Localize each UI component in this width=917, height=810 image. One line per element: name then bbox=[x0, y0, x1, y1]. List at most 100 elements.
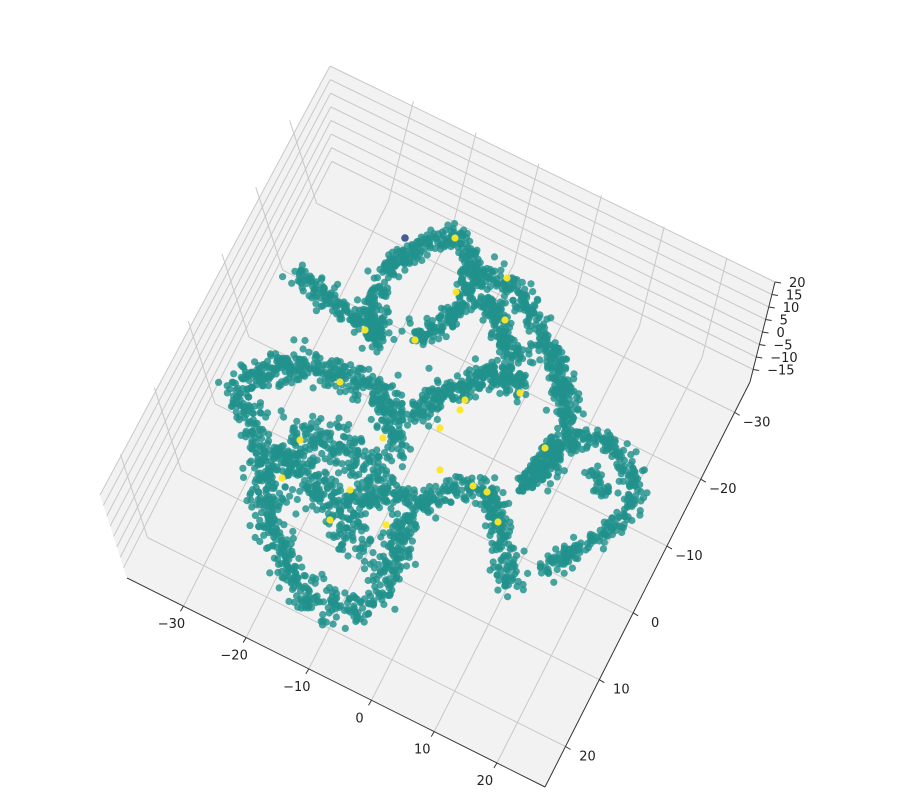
scatter-point bbox=[256, 409, 264, 417]
scatter-point bbox=[352, 545, 360, 553]
z-tick-label: −15 bbox=[767, 364, 794, 379]
scatter-point bbox=[636, 507, 644, 515]
scatter-point bbox=[570, 533, 578, 541]
z-tick-label: 5 bbox=[780, 314, 788, 329]
scatter-point bbox=[589, 487, 598, 495]
scatter-point bbox=[487, 303, 495, 311]
scatter-point bbox=[292, 510, 300, 518]
scatter-point bbox=[481, 522, 490, 530]
scatter-point bbox=[334, 280, 342, 288]
scatter-point bbox=[304, 484, 312, 492]
scatter-point bbox=[288, 585, 297, 594]
scatter-point bbox=[623, 440, 631, 448]
scatter-point bbox=[395, 539, 403, 547]
scatter-point bbox=[484, 293, 492, 301]
scatter-point bbox=[302, 601, 310, 609]
scatter-point bbox=[471, 355, 479, 363]
scatter-point bbox=[280, 413, 288, 421]
scatter-point bbox=[549, 386, 557, 394]
scatter-point bbox=[299, 287, 307, 295]
scatter-point bbox=[335, 414, 343, 422]
scatter-point bbox=[275, 584, 283, 592]
scatter-point bbox=[345, 434, 353, 442]
scatter-point bbox=[477, 293, 485, 301]
y-tick-label: 10 bbox=[613, 683, 630, 698]
scatter-point bbox=[315, 369, 323, 377]
scatter-point bbox=[472, 372, 480, 380]
scatter-point bbox=[242, 390, 250, 398]
scatter-point bbox=[228, 378, 236, 386]
scatter-point bbox=[361, 494, 369, 502]
scatter-point bbox=[307, 365, 315, 373]
scatter-point bbox=[357, 364, 365, 372]
scatter-point bbox=[482, 500, 490, 508]
scatter-point bbox=[458, 276, 466, 284]
scatter-point bbox=[367, 501, 375, 509]
scatter-point bbox=[620, 505, 629, 513]
scatter-point bbox=[502, 579, 510, 587]
scatter-point bbox=[380, 278, 389, 286]
scatter-point bbox=[264, 440, 272, 448]
scatter-point bbox=[551, 443, 559, 451]
back-wall-grid-line-z bbox=[331, 160, 754, 370]
scatter-point bbox=[505, 499, 513, 507]
scatter-point bbox=[560, 384, 568, 392]
scatter-point bbox=[453, 491, 461, 500]
floor-grid-line-x bbox=[182, 200, 389, 607]
scatter-point bbox=[279, 273, 287, 281]
scatter-point bbox=[502, 565, 510, 574]
scatter-point bbox=[362, 381, 370, 389]
y-tick-label: −10 bbox=[675, 549, 702, 564]
scatter-point bbox=[498, 285, 507, 293]
scatter-point bbox=[583, 444, 591, 452]
scatter-point bbox=[502, 515, 510, 523]
scatter-point bbox=[321, 476, 329, 484]
scatter-point bbox=[531, 466, 540, 474]
scatter-point-highlight bbox=[346, 486, 354, 494]
scatter-point bbox=[404, 485, 412, 493]
scatter-point bbox=[392, 400, 400, 408]
scatter-point bbox=[389, 499, 397, 507]
scatter-point bbox=[439, 232, 448, 240]
scatter-point bbox=[375, 589, 383, 597]
scatter-point bbox=[489, 507, 498, 515]
scatter-point bbox=[437, 245, 445, 253]
scatter-point bbox=[471, 257, 479, 265]
scatter-point bbox=[375, 504, 384, 512]
scatter-point bbox=[369, 293, 377, 301]
scatter-point bbox=[335, 441, 343, 449]
scatter-point bbox=[503, 573, 511, 581]
scatter-point bbox=[574, 440, 582, 449]
scatter-point bbox=[264, 477, 272, 485]
scatter-point bbox=[516, 474, 524, 482]
scatter-point bbox=[263, 357, 272, 365]
scatter-point bbox=[358, 438, 366, 446]
scatter-point bbox=[345, 516, 353, 524]
scatter-point bbox=[391, 566, 399, 574]
scatter-point bbox=[497, 566, 505, 574]
scatter-point bbox=[318, 505, 326, 514]
scatter-point bbox=[326, 300, 334, 308]
scatter-point bbox=[442, 226, 450, 234]
scatter-point bbox=[375, 329, 383, 337]
scatter-point bbox=[223, 382, 231, 390]
scatter-point bbox=[341, 606, 349, 615]
scatter-point bbox=[476, 272, 484, 280]
scatter-point bbox=[336, 482, 344, 490]
scatter-point bbox=[452, 320, 461, 328]
scatter-point bbox=[544, 569, 553, 578]
scatter-point bbox=[299, 345, 307, 353]
left-wall-grid-line-z bbox=[119, 147, 332, 558]
scatter-point bbox=[608, 531, 617, 539]
floor-grid-line-x bbox=[496, 357, 703, 764]
x-tick-label: −30 bbox=[158, 617, 185, 632]
scatter-point bbox=[554, 424, 562, 432]
scatter-point bbox=[370, 285, 378, 294]
scatter-point bbox=[522, 391, 530, 399]
scatter-point bbox=[288, 486, 297, 494]
scatter-point bbox=[276, 529, 284, 537]
scatter-point bbox=[412, 330, 420, 338]
z-tick-mark bbox=[771, 294, 778, 296]
scatter-point bbox=[232, 386, 240, 394]
